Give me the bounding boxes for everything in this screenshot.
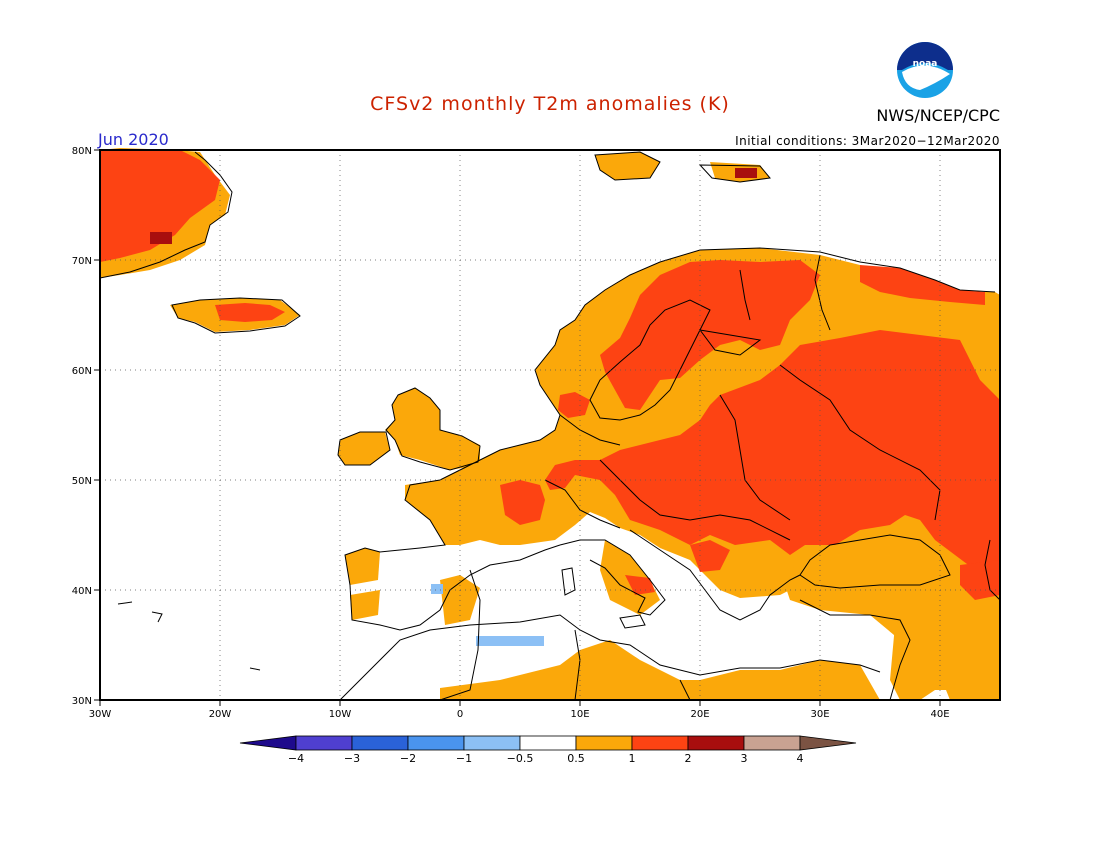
- lon-tick-40e: 40E: [930, 709, 949, 720]
- colorbar-labels: −4 −3 −2 −1 −0.5 0.5 1 2 3 4: [288, 752, 804, 765]
- forecast-month: Jun 2020: [97, 130, 169, 149]
- colorbar-arrow-high: [799, 735, 857, 751]
- colorbar-label: 0.5: [567, 752, 585, 765]
- colorbar-label: −4: [288, 752, 304, 765]
- lon-tick-30w: 30W: [89, 709, 112, 720]
- lat-tick-70n: 70N: [72, 256, 92, 267]
- colorbar-label: 1: [629, 752, 636, 765]
- lon-tick-labels: 30W 20W 10W 0 10E 20E 30E 40E: [89, 709, 950, 720]
- chart-title: CFSv2 monthly T2m anomalies (K): [370, 93, 730, 115]
- lat-tick-labels: 80N 70N 60N 50N 40N 30N: [72, 146, 92, 707]
- noaa-logo-icon: noaa: [897, 42, 953, 98]
- colorbar-label: −0.5: [507, 752, 534, 765]
- colorbar-cell: [743, 735, 801, 751]
- noaa-logo-text: noaa: [913, 59, 938, 69]
- anomaly-2-3-fill: [150, 168, 757, 244]
- map-panel: [99, 148, 1001, 701]
- colorbar-arrow-low: [239, 735, 297, 751]
- colorbar-cell: [687, 735, 745, 751]
- colorbar-label: 3: [741, 752, 748, 765]
- lon-tick-0: 0: [457, 709, 463, 720]
- lon-tick-30e: 30E: [810, 709, 829, 720]
- lon-tick-20e: 20E: [690, 709, 709, 720]
- lon-tick-10e: 10E: [570, 709, 589, 720]
- initial-conditions-label: Initial conditions: 3Mar2020−12Mar2020: [735, 134, 1000, 148]
- lat-tick-60n: 60N: [72, 366, 92, 377]
- colorbar-cells: [239, 735, 857, 751]
- colorbar-label: 2: [685, 752, 692, 765]
- anomaly-1-2-fill: [100, 150, 1000, 600]
- lat-tick-80n: 80N: [72, 146, 92, 157]
- lon-tick-10w: 10W: [329, 709, 352, 720]
- lon-tick-20w: 20W: [209, 709, 232, 720]
- agency-label: NWS/NCEP/CPC: [876, 106, 1000, 125]
- colorbar-label: −1: [456, 752, 472, 765]
- lat-tick-40n: 40N: [72, 586, 92, 597]
- anomaly-neg-05-1-fill: [431, 584, 544, 646]
- colorbar-cell: [631, 735, 689, 751]
- tick-marks: [94, 149, 941, 706]
- lat-tick-50n: 50N: [72, 476, 92, 487]
- colorbar-cell: [407, 735, 465, 751]
- colorbar: −4 −3 −2 −1 −0.5 0.5 1 2 3 4: [239, 735, 857, 765]
- colorbar-cell: [519, 735, 577, 751]
- map-frame: [99, 149, 1001, 701]
- colorbar-cell: [351, 735, 409, 751]
- colorbar-label: 4: [797, 752, 804, 765]
- colorbar-cell: [575, 735, 633, 751]
- colorbar-label: −2: [400, 752, 416, 765]
- coastlines: [99, 151, 1001, 701]
- colorbar-cell: [463, 735, 521, 751]
- colorbar-cell: [295, 735, 353, 751]
- lat-tick-30n: 30N: [72, 696, 92, 707]
- colorbar-label: −3: [344, 752, 360, 765]
- graticule: [100, 150, 1000, 700]
